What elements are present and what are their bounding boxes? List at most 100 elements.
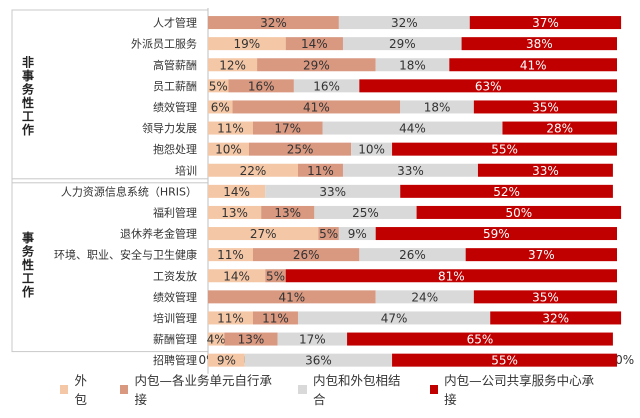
legend-label: 内包—公司共享服务中心承接 [444,373,595,407]
data-label: 32% [542,311,569,325]
bar-segment [208,227,319,241]
bar-segment [265,269,286,283]
data-label: 25% [352,206,379,220]
bar-segment [477,163,613,177]
data-label: 33% [397,164,424,178]
data-label: 5% [209,79,228,93]
legend-label: 内包和外包相结合 [313,373,401,407]
data-label: 22% [240,164,267,178]
bar-segment [208,37,286,51]
bar-segment [224,332,278,346]
bar-segment [208,248,253,262]
bar-segment [208,100,233,114]
data-label: 10% [358,143,385,157]
bar-segment [461,37,617,51]
bar-segment [351,142,393,156]
bar-segment [322,121,503,135]
bar-segment [449,58,617,72]
data-label: 24% [411,290,438,304]
data-label: 25% [287,143,314,157]
bar-segment [208,353,245,367]
bar-segment [490,311,622,325]
data-label: 37% [532,16,559,30]
category-label: 薪酬管理 [153,332,197,346]
data-label: 18% [399,58,426,72]
category-label: 工资发放 [153,269,197,283]
category-label: 培训管理 [153,311,197,325]
category-label: 员工薪酬 [153,80,197,93]
bar-segment [285,269,617,283]
data-label: 13% [238,333,265,347]
category-labels: 人才管理外派员工服务高管薪酬员工薪酬绩效管理领导力发展抱怨处理培训人力资源信息系… [54,16,197,368]
bar-segment [473,100,617,114]
data-label: 28% [546,122,573,136]
bar-segment [228,79,294,93]
data-label: 9% [217,354,236,368]
bar-segment [248,142,352,156]
legend-label: 外包 [74,373,87,407]
legend: 外包 内包—各业务单元自行承接 内包和外包相结合 内包—公司共享服务中心承接 [60,373,620,407]
data-label: 50% [506,206,533,220]
data-label: 26% [399,248,426,262]
bar-segment [473,290,617,304]
data-label: 63% [475,79,502,93]
group-label-0: 非事务性工作 [21,55,35,137]
bar-segment [416,205,622,219]
data-label: 35% [532,100,559,114]
bar-segment [400,184,613,198]
data-label: 37% [528,248,555,262]
data-label: 32% [260,16,287,30]
data-label: 52% [493,185,520,199]
data-label: 5% [319,227,338,241]
bar-segment [277,332,348,346]
bar-segment [208,142,249,156]
bar-segment [469,16,622,30]
bar-segment [392,142,617,156]
bar-segment [400,100,474,114]
legend-item: 内包—公司共享服务中心承接 [429,370,598,408]
category-label: 培训 [175,163,197,177]
category-label: 高管薪酬 [153,58,197,72]
bar-segment [252,248,360,262]
legend-item: 内包—各业务单元自行承接 [119,370,277,408]
data-label: 11% [217,248,244,262]
data-label: 5% [266,269,285,283]
legend-swatch [60,384,69,394]
data-label: 29% [389,37,416,51]
category-label: 人才管理 [153,16,197,30]
bar-segment [342,37,462,51]
category-label: 退休养老金管理 [120,227,197,241]
data-label: 12% [219,58,246,72]
data-label: 19% [234,37,261,51]
bar-segment [252,121,323,135]
legend-item: 外包 [60,370,98,408]
bar-segment [375,227,617,241]
bar-segment [285,37,343,51]
bar-segment [502,121,617,135]
data-label: 10% [215,143,242,157]
data-label: 35% [532,290,559,304]
data-label: 9% [348,227,367,241]
data-label: 16% [313,79,340,93]
category-label: 领导力发展 [142,121,197,135]
group-label-1: 事务性工作 [21,230,35,299]
bar-segment [208,290,376,304]
category-label: 抱怨处理 [153,142,197,156]
data-label: 11% [307,164,334,178]
data-label: 26% [293,248,320,262]
bar-segment [297,311,491,325]
data-label: 59% [483,227,510,241]
legend-swatch [429,384,439,394]
bar-segment [297,163,343,177]
data-label: 33% [532,164,559,178]
bar-segment [244,353,393,367]
bar-segment [392,353,617,367]
data-label: 14% [301,37,328,51]
legend-swatch [298,384,307,394]
bar-segment [208,121,253,135]
bar-segment [252,311,298,325]
bar-segment [338,227,376,241]
data-label: 41% [303,100,330,114]
data-label: 55% [491,354,518,368]
